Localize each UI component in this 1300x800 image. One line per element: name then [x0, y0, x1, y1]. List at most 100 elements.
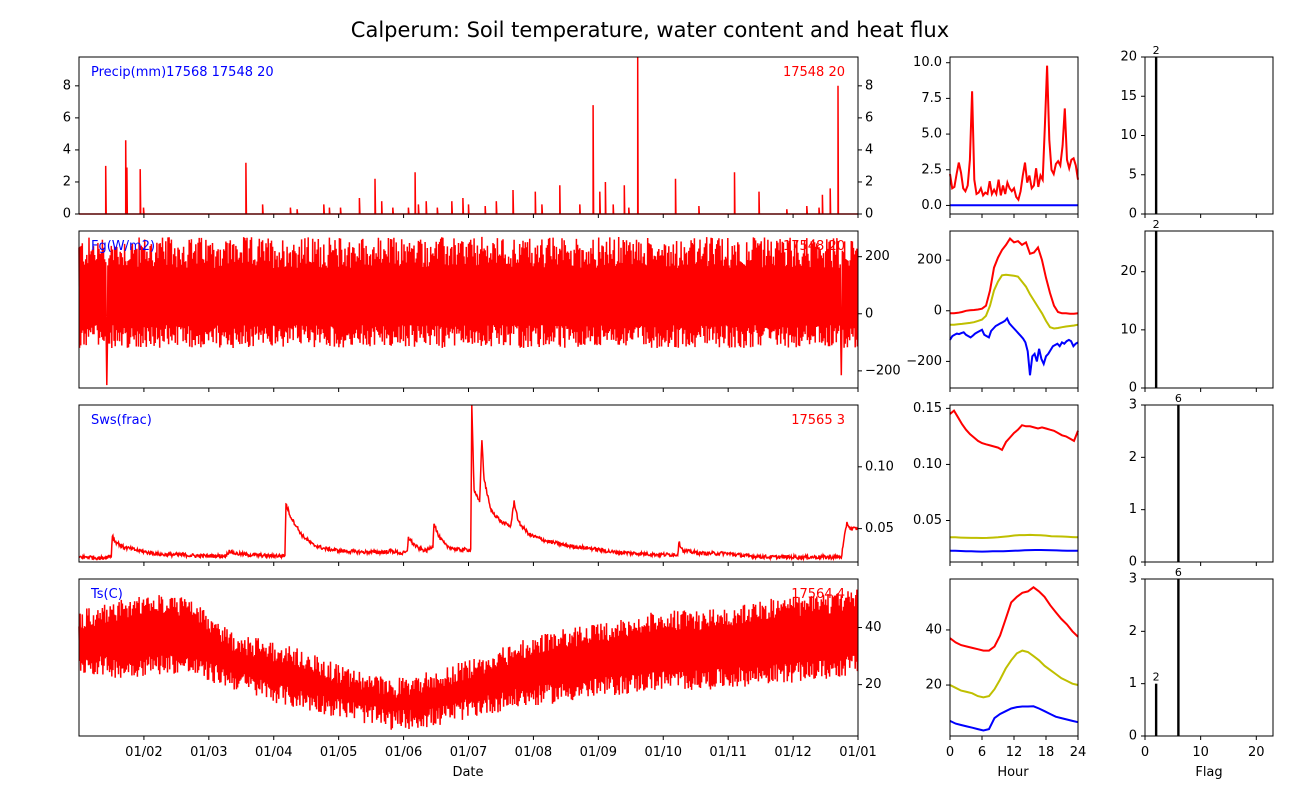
flag-y-tick-label-sws: 2 [1129, 450, 1137, 465]
flag-bar-ts [1177, 579, 1180, 736]
diurnal-line-ts-1 [949, 649, 1079, 699]
ts-count-annotation-ts: 17564 4 [791, 587, 845, 602]
diurnal-y-tick-label-fg: −200 [906, 354, 942, 369]
diurnal-y-tick-label-precip: 5.0 [921, 127, 942, 142]
flag-y-tick-label-fg: 10 [1120, 322, 1137, 337]
ts-frame-sws [78, 404, 859, 563]
ts-right-tick-label-precip: 4 [865, 142, 873, 157]
diurnal-y-tick-label-fg: 200 [917, 253, 942, 268]
x-axis-label-date: Date [452, 765, 483, 780]
ts-x-tick-label: 01/09 [580, 745, 617, 760]
flag-y-tick-label-precip: 20 [1120, 50, 1137, 65]
ts-right-tick-label-sws: 0.10 [865, 459, 894, 474]
flag-bar-label-sws: 6 [1175, 392, 1182, 405]
diurnal-y-tick-label-precip: 2.5 [921, 162, 942, 177]
flag-bar-sws [1177, 405, 1180, 562]
flag-bar-fg [1154, 231, 1158, 388]
ts-x-tick-label: 01/11 [709, 745, 746, 760]
diurnal-y-tick-label-fg: 0 [934, 303, 942, 318]
ts-right-tick-label-sws: 0.05 [865, 521, 894, 536]
ts-left-tick-label-precip: 2 [63, 174, 71, 189]
ts-right-tick-label-fg: 0 [865, 306, 873, 321]
ts-series-label-fg: Fg(W/m2) [91, 239, 155, 254]
flag-y-tick-label-ts: 3 [1129, 572, 1137, 587]
flag-bar-label-fg: 2 [1153, 218, 1160, 231]
diurnal-x-tick-label: 12 [1006, 745, 1023, 760]
flag-y-tick-label-sws: 1 [1129, 502, 1137, 517]
flag-bar-label-ts: 2 [1153, 671, 1160, 684]
ts-x-tick-label: 01/04 [255, 745, 292, 760]
flag-y-tick-label-ts: 1 [1129, 676, 1137, 691]
flag-x-tick-label: 10 [1192, 745, 1209, 760]
diurnal-y-tick-label-precip: 10.0 [913, 55, 942, 70]
flag-frame-fg [1144, 230, 1274, 389]
ts-frame-precip [78, 56, 859, 215]
diurnal-line-ts-2 [949, 705, 1079, 732]
diurnal-y-tick-label-ts: 20 [925, 678, 942, 693]
ts-line-fg [78, 236, 859, 386]
diurnal-y-tick-label-ts: 40 [925, 622, 942, 637]
ts-series-label-ts: Ts(C) [90, 587, 123, 602]
ts-right-tick-label-precip: 0 [865, 207, 873, 222]
ts-x-tick-label: 01/07 [450, 745, 487, 760]
ts-x-tick-label: 01/06 [385, 745, 422, 760]
diurnal-y-tick-label-sws: 0.15 [913, 401, 942, 416]
ts-x-tick-label: 01/12 [774, 745, 811, 760]
flag-frame-sws [1144, 404, 1274, 563]
ts-x-tick-label: 01/08 [515, 745, 552, 760]
ts-left-tick-label-precip: 8 [63, 78, 71, 93]
diurnal-line-fg-0 [950, 237, 1079, 315]
diurnal-y-tick-label-sws: 0.10 [913, 457, 942, 472]
diurnal-x-tick-label: 18 [1038, 745, 1055, 760]
flag-y-tick-label-fg: 20 [1120, 264, 1137, 279]
flag-y-tick-label-sws: 0 [1129, 555, 1137, 570]
x-axis-label-hour: Hour [997, 765, 1029, 780]
diurnal-y-tick-label-sws: 0.05 [913, 513, 942, 528]
ts-count-annotation-precip: 17548 20 [783, 65, 845, 80]
flag-bar-label-ts: 6 [1175, 566, 1182, 579]
flag-bar-precip [1154, 57, 1158, 214]
ts-left-tick-label-precip: 6 [63, 110, 71, 125]
ts-x-tick-label: 01/10 [645, 745, 682, 760]
ts-series-label-precip: Precip(mm)17568 17548 20 [91, 65, 274, 80]
ts-series-label-sws: Sws(frac) [91, 413, 152, 428]
ts-count-annotation-sws: 17565 3 [791, 413, 845, 428]
flag-x-tick-label: 0 [1141, 745, 1149, 760]
diurnal-line-sws-2 [950, 549, 1078, 553]
diurnal-line-sws-0 [949, 409, 1079, 452]
ts-right-tick-label-precip: 2 [865, 174, 873, 189]
flag-y-tick-label-fg: 0 [1129, 381, 1137, 396]
ts-right-tick-label-ts: 20 [865, 677, 882, 692]
ts-x-tick-label: 01/05 [320, 745, 357, 760]
ts-left-tick-label-precip: 0 [63, 207, 71, 222]
flag-frame-ts [1144, 578, 1274, 737]
ts-x-tick-label: 01/03 [190, 745, 227, 760]
diurnal-line-fg-2 [949, 316, 1079, 376]
diurnal-y-tick-label-precip: 7.5 [921, 91, 942, 106]
diurnal-x-tick-label: 24 [1070, 745, 1087, 760]
ts-line-sws [78, 404, 859, 562]
flag-y-tick-label-precip: 5 [1129, 167, 1137, 182]
ts-line-ts [78, 589, 859, 730]
flag-y-tick-label-precip: 0 [1129, 207, 1137, 222]
ts-count-annotation-fg: 17548 20 [783, 239, 845, 254]
ts-left-tick-label-precip: 4 [63, 142, 71, 157]
flag-y-tick-label-sws: 3 [1129, 398, 1137, 413]
x-axis-label-flag: Flag [1195, 765, 1222, 780]
flag-y-tick-label-precip: 15 [1120, 89, 1137, 104]
diurnal-line-ts-0 [949, 586, 1079, 652]
ts-line-precip [79, 56, 858, 215]
flag-x-tick-label: 20 [1248, 745, 1265, 760]
flag-frame-precip [1144, 56, 1274, 215]
ts-x-tick-label: 01/01 [839, 745, 876, 760]
ts-right-tick-label-fg: 200 [865, 249, 890, 264]
diurnal-y-tick-label-precip: 0.0 [921, 198, 942, 213]
flag-bar-ts [1154, 683, 1158, 736]
ts-right-tick-label-fg: −200 [865, 363, 901, 378]
ts-x-tick-label: 01/02 [125, 745, 162, 760]
ts-right-tick-label-precip: 8 [865, 78, 873, 93]
diurnal-x-tick-label: 0 [946, 745, 954, 760]
flag-y-tick-label-ts: 2 [1129, 624, 1137, 639]
figure-title: Calperum: Soil temperature, water conten… [350, 18, 950, 42]
